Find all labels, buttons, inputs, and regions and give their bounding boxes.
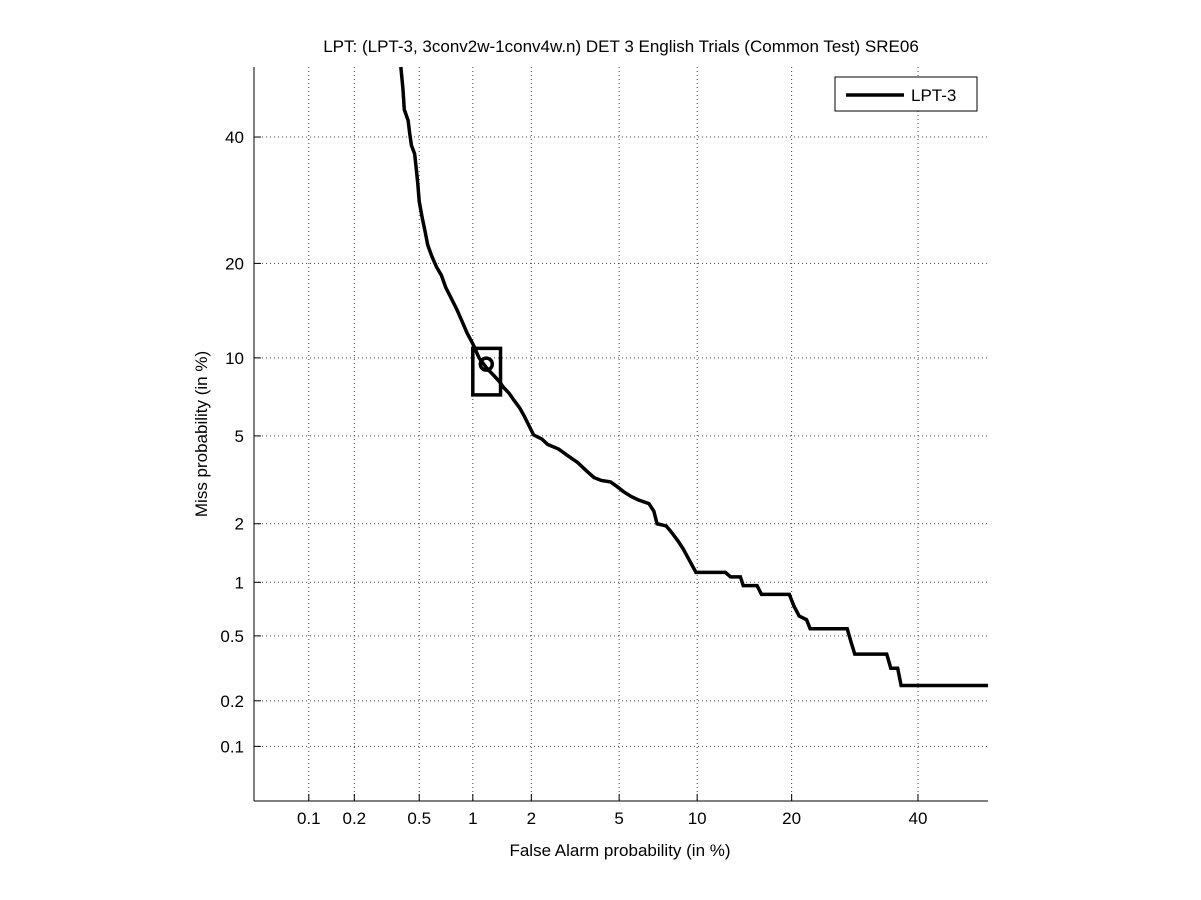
series-line-LPT-3 [399,66,988,688]
x-tick-label: 2 [527,809,536,828]
highlight-box-marker [471,346,503,397]
highlight-point-marker [478,356,495,372]
y-tick-label: 40 [225,128,244,147]
y-ticks: 0.1 0.2 0.5 1 2 5 10 20 40 [220,128,261,756]
y-tick-label: 5 [235,427,244,446]
x-axis-label: False Alarm probability (in %) [509,841,730,860]
x-tick-label: 0.2 [342,809,366,828]
y-axis-label: Miss probability (in %) [192,351,211,517]
x-tick-label: 0.5 [407,809,431,828]
chart-title: LPT: (LPT-3, 3conv2w-1conv4w.n) DET 3 En… [323,37,919,56]
y-tick-label: 2 [235,515,244,534]
legend-label: LPT-3 [911,86,956,105]
x-ticks: 0.1 0.2 0.5 1 2 5 10 20 40 [297,794,927,828]
markers-layer [471,346,503,397]
y-tick-label: 20 [225,254,244,273]
legend: LPT-3 [834,76,978,112]
y-tick-label: 1 [235,573,244,592]
x-tick-label: 20 [782,809,801,828]
x-tick-label: 5 [614,809,623,828]
x-tick-label: 1 [468,809,477,828]
x-tick-label: 40 [909,809,928,828]
x-tick-label: 0.1 [297,809,321,828]
y-tick-label: 0.2 [220,692,244,711]
y-tick-label: 10 [225,349,244,368]
y-tick-label: 0.5 [220,627,244,646]
x-tick-label: 10 [688,809,707,828]
series-layer [399,66,988,688]
axes [253,67,988,802]
y-tick-label: 0.1 [220,737,244,756]
